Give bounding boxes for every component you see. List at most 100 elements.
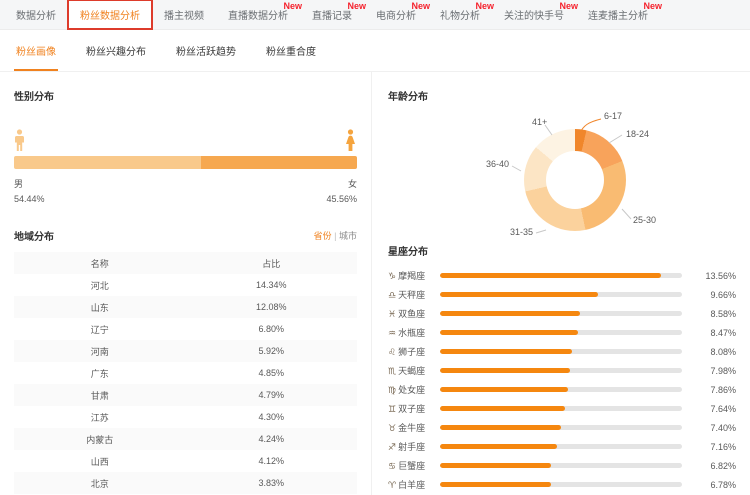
zodiac-row: ♑ 摩羯座 13.56% bbox=[388, 266, 736, 285]
male-bar-segment bbox=[14, 156, 201, 169]
zodiac-bar-track bbox=[440, 406, 682, 411]
table-row: 名称 占比 bbox=[14, 252, 357, 274]
age-donut-chart: 6-17 18-24 25-30 31-35 36-40 41+ bbox=[388, 107, 736, 239]
top-nav-tab[interactable]: 连麦播主分析 New bbox=[576, 0, 662, 29]
table-row: 山东 12.08% bbox=[14, 296, 357, 318]
sub-nav-tab[interactable]: 粉丝画像 bbox=[14, 30, 58, 71]
female-percentage: 45.56% bbox=[326, 194, 357, 204]
top-nav-tab[interactable]: 关注的快手号 New bbox=[492, 0, 578, 29]
zodiac-bar-fill bbox=[440, 330, 579, 335]
region-name-cell: 河南 bbox=[90, 346, 109, 357]
toggle-city[interactable]: 城市 bbox=[338, 231, 357, 241]
top-nav-tab[interactable]: 礼物分析 New bbox=[428, 0, 494, 29]
table-row: 辽宁 6.80% bbox=[14, 318, 357, 340]
zodiac-bar-track bbox=[440, 349, 682, 354]
sub-nav-tab[interactable]: 粉丝活跃趋势 bbox=[176, 47, 236, 58]
zodiac-bar-track bbox=[440, 273, 682, 278]
zodiac-percentage: 8.58% bbox=[710, 308, 736, 319]
sub-nav-tab[interactable]: 粉丝重合度 bbox=[266, 47, 316, 58]
male-percentage: 54.44% bbox=[14, 194, 45, 204]
zodiac-row: ♍ 处女座 7.86% bbox=[388, 380, 736, 399]
region-name-cell: 甘肃 bbox=[90, 390, 109, 401]
age-slice-label: 6-17 bbox=[604, 111, 623, 121]
zodiac-bar-fill bbox=[440, 444, 557, 449]
age-section-title: 年龄分布 bbox=[388, 92, 428, 103]
sub-nav: 粉丝画像 粉丝兴趣分布 粉丝活跃趋势 粉丝重合度 bbox=[0, 30, 750, 72]
toggle-province[interactable]: 省份 bbox=[313, 231, 332, 241]
zodiac-row: ♋ 巨蟹座 6.82% bbox=[388, 456, 736, 475]
zodiac-bar-fill bbox=[440, 406, 565, 411]
zodiac-name: 天秤座 bbox=[398, 290, 426, 300]
zodiac-row: ♌ 狮子座 8.08% bbox=[388, 342, 736, 361]
zodiac-sign-icon: ♐ bbox=[388, 442, 397, 452]
zodiac-name: 天蝎座 bbox=[398, 366, 426, 376]
zodiac-label: ♒ 水瓶座 bbox=[388, 326, 440, 339]
age-slice-label: 36-40 bbox=[486, 159, 510, 169]
zodiac-name: 射手座 bbox=[398, 442, 426, 452]
zodiac-label: ♈ 白羊座 bbox=[388, 478, 440, 491]
new-badge: New bbox=[283, 1, 302, 11]
top-nav-tab[interactable]: 数据分析 bbox=[4, 0, 68, 29]
zodiac-bar-track bbox=[440, 311, 682, 316]
zodiac-name: 双子座 bbox=[398, 404, 426, 414]
top-nav-tab-label: 粉丝数据分析 bbox=[80, 11, 140, 22]
zodiac-name: 双鱼座 bbox=[398, 309, 426, 319]
table-row: 河南 5.92% bbox=[14, 340, 357, 362]
zodiac-label: ♓ 双鱼座 bbox=[388, 307, 440, 320]
table-row: 山西 4.12% bbox=[14, 450, 357, 472]
top-nav-tab-label: 直播数据分析 bbox=[228, 11, 288, 22]
top-nav-tab-label: 礼物分析 bbox=[440, 11, 480, 22]
zodiac-row: ♉ 金牛座 7.40% bbox=[388, 418, 736, 437]
zodiac-row: ♈ 白羊座 6.78% bbox=[388, 475, 736, 494]
zodiac-bar-fill bbox=[440, 425, 561, 430]
zodiac-row: ♒ 水瓶座 8.47% bbox=[388, 323, 736, 342]
table-row: 北京 3.83% bbox=[14, 472, 357, 494]
zodiac-bar-fill bbox=[440, 273, 662, 278]
zodiac-label: ♍ 处女座 bbox=[388, 383, 440, 396]
region-section-header: 地域分布 省份 | 城市 bbox=[14, 228, 357, 243]
region-value-cell: 6.80% bbox=[258, 324, 285, 334]
top-nav-tab-label: 电商分析 bbox=[376, 11, 416, 22]
top-nav-tab[interactable]: 粉丝数据分析 bbox=[67, 0, 153, 30]
zodiac-percentage: 8.08% bbox=[710, 346, 736, 357]
region-name-cell: 北京 bbox=[90, 478, 109, 489]
zodiac-bar-track bbox=[440, 368, 682, 373]
age-slice-label: 31-35 bbox=[510, 227, 534, 237]
top-nav-tab[interactable]: 直播记录 New bbox=[300, 0, 366, 29]
top-nav-tab[interactable]: 电商分析 New bbox=[364, 0, 430, 29]
region-name-cell: 广东 bbox=[90, 368, 109, 379]
region-name-cell: 江苏 bbox=[90, 412, 109, 423]
region-name-cell: 辽宁 bbox=[90, 324, 109, 335]
zodiac-bar-list: ♑ 摩羯座 13.56% ♎ 天秤座 9.66% ♓ 双鱼座 bbox=[388, 266, 736, 494]
zodiac-bar-track bbox=[440, 387, 682, 392]
sub-nav-tab[interactable]: 粉丝兴趣分布 bbox=[86, 47, 146, 58]
zodiac-name: 白羊座 bbox=[398, 480, 426, 490]
zodiac-sign-icon: ♋ bbox=[388, 461, 397, 471]
new-badge: New bbox=[411, 1, 430, 11]
zodiac-bar-fill bbox=[440, 292, 598, 297]
region-value-cell: 14.34% bbox=[255, 280, 287, 290]
region-section-title: 地域分布 bbox=[14, 232, 54, 243]
top-nav-tab-label: 播主视频 bbox=[164, 11, 204, 22]
zodiac-sign-icon: ♎ bbox=[388, 290, 397, 300]
top-nav-tab-label: 连麦播主分析 bbox=[588, 11, 648, 22]
table-row: 内蒙古 4.24% bbox=[14, 428, 357, 450]
donut-hole bbox=[546, 151, 604, 209]
age-slice-label: 41+ bbox=[532, 117, 548, 127]
table-row: 甘肃 4.79% bbox=[14, 384, 357, 406]
right-column: 年龄分布 6-17 18-24 25-30 31-35 36-40 41+ 星座分布 ♑ 摩… bbox=[372, 72, 750, 495]
zodiac-bar-track bbox=[440, 463, 682, 468]
top-nav: 数据分析 粉丝数据分析 播主视频 直播数据分析 New 直播记录 New 电商分… bbox=[0, 0, 750, 30]
top-nav-tab[interactable]: 直播数据分析 New bbox=[216, 0, 302, 29]
zodiac-label: ♊ 双子座 bbox=[388, 402, 440, 415]
zodiac-percentage: 9.66% bbox=[710, 289, 736, 300]
zodiac-name: 金牛座 bbox=[398, 423, 426, 433]
table-row: 江苏 4.30% bbox=[14, 406, 357, 428]
table-row: 河北 14.34% bbox=[14, 274, 357, 296]
zodiac-sign-icon: ♌ bbox=[388, 347, 397, 357]
zodiac-sign-icon: ♊ bbox=[388, 404, 397, 414]
zodiac-label: ♐ 射手座 bbox=[388, 440, 440, 453]
zodiac-sign-icon: ♉ bbox=[388, 423, 397, 433]
top-nav-tab[interactable]: 播主视频 bbox=[152, 0, 216, 29]
gender-name-labels: 男 女 bbox=[14, 177, 357, 190]
